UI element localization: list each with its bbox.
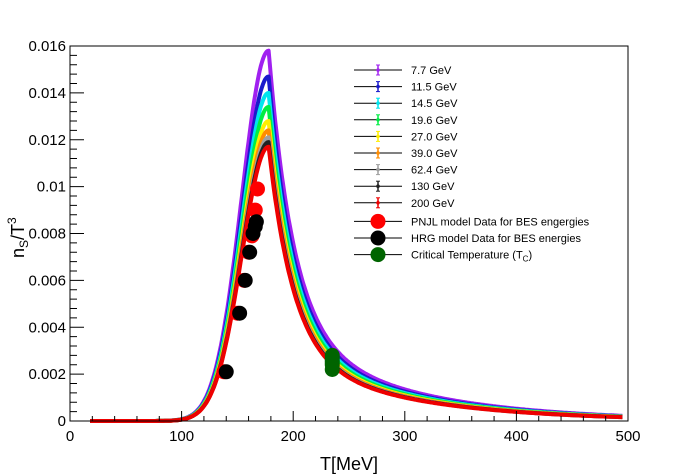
legend-marker [370,230,386,246]
legend-label: 130 GeV [411,181,455,193]
series-line-11-5-GeV [89,74,624,423]
x-tick-label: 100 [169,428,194,445]
y-tick-label: 0.004 [28,319,66,336]
series-line-200-GeV [89,144,624,423]
legend-label: 11.5 GeV [411,82,457,94]
legend-label: 39.0 GeV [411,148,458,160]
legend-marker [376,84,380,89]
legend-marker [376,201,380,205]
series-line-62-4-GeV [89,135,624,423]
y-axis-title-sub: S [17,240,31,248]
hrg-point [218,364,234,380]
y-tick-label: 0.012 [28,132,66,149]
legend-label-sub: C [523,255,529,264]
pnjl-point [247,202,263,218]
legend-marker [376,101,380,105]
pnjl-point [249,181,265,197]
legend-marker [376,167,380,172]
legend-label-end: ) [528,250,532,262]
hrg-point [248,214,264,230]
legend-label: 7.7 GeV [411,65,452,77]
hrg-point [232,305,248,321]
x-tick-label: 200 [281,428,306,445]
points-layer [216,181,340,380]
legend-marker [376,68,380,72]
legend-marker [376,118,380,122]
y-tick-label: 0.002 [28,366,66,383]
x-tick-label: 0 [66,428,74,445]
legend-label: HRG model Data for BES energies [411,233,581,245]
y-tick-label: 0.008 [28,226,66,243]
legend-label: Critical Temperature (TC) [411,250,532,264]
hrg-point [242,244,258,260]
y-axis-title-den: /T [8,224,28,240]
x-axis-title: T[MeV] [320,454,378,474]
series-line-27-0-GeV [89,119,624,423]
series-line-19-6-GeV [89,104,624,423]
y-tick-label: 0.006 [28,272,66,289]
y-axis-title-sup: 3 [5,217,19,224]
y-axis-title: nS/T3 [5,217,31,258]
legend-label: 62.4 GeV [411,165,458,177]
y-tick-label: 0 [58,413,66,430]
y-tick-label: 0.01 [37,179,66,196]
legend-label: 14.5 GeV [411,98,458,110]
series-line-14-5-GeV [89,90,624,423]
y-axis-title-main: n [8,248,28,258]
tc-point [324,347,340,363]
x-tick-label: 400 [504,428,529,445]
legend-marker [370,247,386,263]
legend-label: PNJL model Data for BES engergies [411,216,590,228]
legend-marker [376,134,380,139]
series-line-130-GeV [89,140,624,423]
axis-layer: 0 100 200 300 400 500 0 0.002 0.004 0.006 0.008 0.0… [28,38,640,445]
legend: 7.7 GeV 11.5 GeV 14.5 GeV 19.6 GeV 27.0 GeV 3… [354,64,590,264]
y-tick-label: 0.014 [28,85,66,102]
x-tick-label: 500 [615,428,640,445]
legend-label: 200 GeV [411,198,455,210]
hrg-point [237,272,253,288]
series-layer [89,48,624,423]
legend-label: 27.0 GeV [411,131,458,143]
legend-label-main: Critical Temperature (T [411,250,523,262]
legend-marker [376,151,380,155]
legend-label: 19.6 GeV [411,115,458,127]
x-tick-label: 300 [392,428,417,445]
y-tick-label: 0.016 [28,38,66,55]
series-line-39-0-GeV [89,128,624,423]
legend-marker [376,184,380,188]
legend-marker [370,213,386,229]
